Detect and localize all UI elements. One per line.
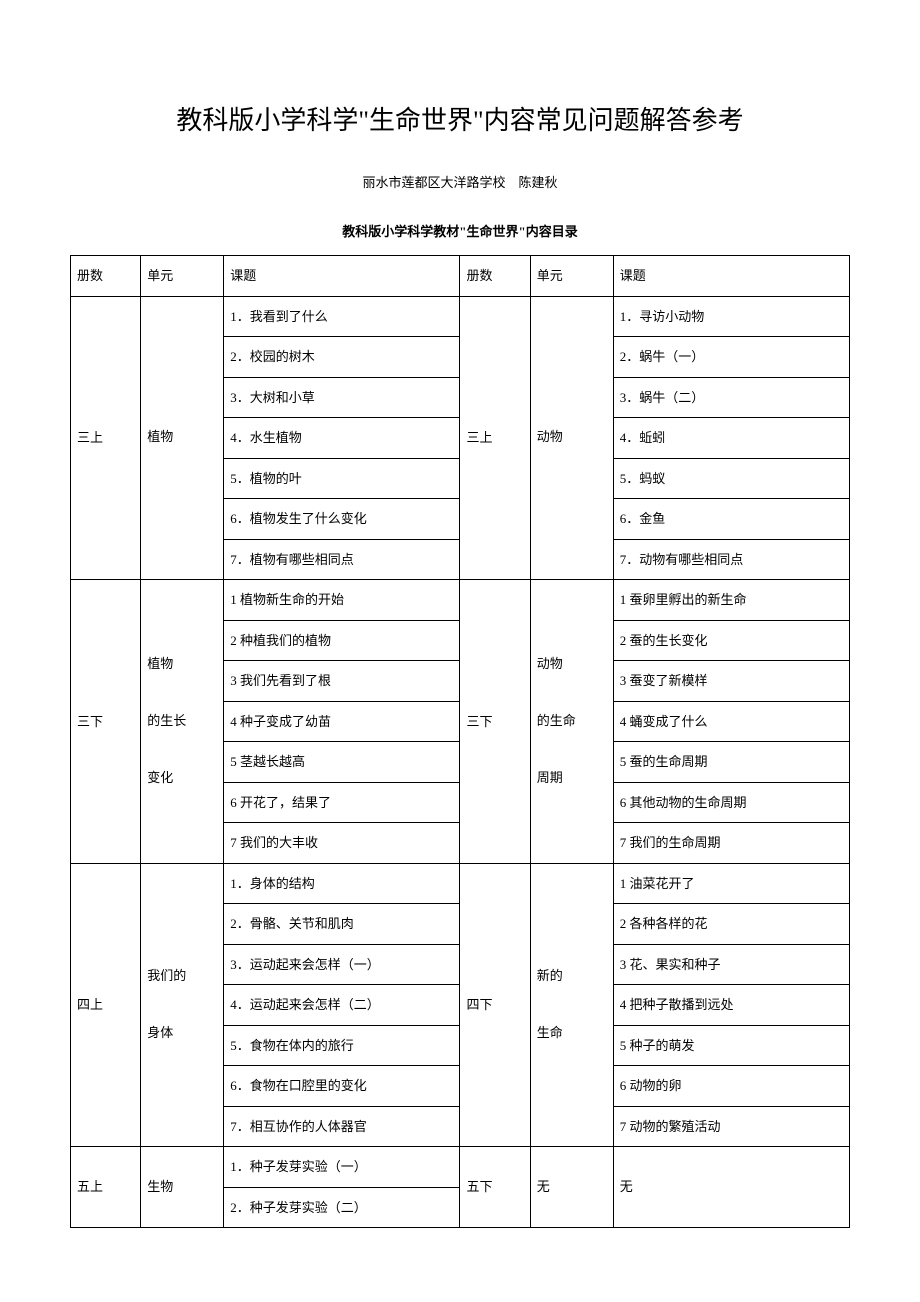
volume-cell: 五上 bbox=[71, 1147, 141, 1228]
lesson-cell: 2．校园的树木 bbox=[224, 337, 460, 378]
lesson-cell: 3 蚕变了新模样 bbox=[613, 661, 849, 702]
volume-cell: 三上 bbox=[460, 296, 530, 580]
lesson-cell: 1．我看到了什么 bbox=[224, 296, 460, 337]
volume-cell: 四上 bbox=[71, 863, 141, 1147]
lesson-cell: 6．金鱼 bbox=[613, 499, 849, 540]
lesson-cell: 4 把种子散播到远处 bbox=[613, 985, 849, 1026]
lesson-cell: 7 我们的生命周期 bbox=[613, 823, 849, 864]
content-table: 册数 单元 课题 册数 单元 课题 三上植物1．我看到了什么三上动物1．寻访小动… bbox=[70, 255, 850, 1228]
header-cell: 册数 bbox=[460, 256, 530, 297]
lesson-cell: 7 动物的繁殖活动 bbox=[613, 1106, 849, 1147]
header-cell: 课题 bbox=[613, 256, 849, 297]
lesson-cell: 4．蚯蚓 bbox=[613, 418, 849, 459]
lesson-cell: 2．种子发芽实验（二） bbox=[224, 1187, 460, 1228]
unit-cell: 新的 生命 bbox=[530, 863, 613, 1147]
lesson-cell: 3．大树和小草 bbox=[224, 377, 460, 418]
volume-cell: 三下 bbox=[460, 580, 530, 864]
lesson-cell: 6 开花了，结果了 bbox=[224, 782, 460, 823]
lesson-cell: 2 蚕的生长变化 bbox=[613, 620, 849, 661]
lesson-cell: 6 动物的卵 bbox=[613, 1066, 849, 1107]
unit-cell: 动物 bbox=[530, 296, 613, 580]
volume-cell: 四下 bbox=[460, 863, 530, 1147]
lesson-cell: 4 种子变成了幼苗 bbox=[224, 701, 460, 742]
volume-cell: 五下 bbox=[460, 1147, 530, 1228]
lesson-cell: 5．蚂蚁 bbox=[613, 458, 849, 499]
lesson-cell: 7．动物有哪些相同点 bbox=[613, 539, 849, 580]
lesson-cell: 4 蛹变成了什么 bbox=[613, 701, 849, 742]
table-row: 三下植物 的生长 变化1 植物新生命的开始三下动物 的生命 周期1 蚕卵里孵出的… bbox=[71, 580, 850, 621]
table-header-row: 册数 单元 课题 册数 单元 课题 bbox=[71, 256, 850, 297]
lesson-cell: 1 油菜花开了 bbox=[613, 863, 849, 904]
lesson-cell: 2．骨骼、关节和肌肉 bbox=[224, 904, 460, 945]
lesson-cell: 1．种子发芽实验（一） bbox=[224, 1147, 460, 1188]
lesson-cell: 4．运动起来会怎样（二） bbox=[224, 985, 460, 1026]
lesson-cell: 7 我们的大丰收 bbox=[224, 823, 460, 864]
lesson-cell: 4．水生植物 bbox=[224, 418, 460, 459]
header-cell: 单元 bbox=[530, 256, 613, 297]
lesson-cell: 2 种植我们的植物 bbox=[224, 620, 460, 661]
page-title: 教科版小学科学"生命世界"内容常见问题解答参考 bbox=[70, 100, 850, 137]
lesson-cell: 5 蚕的生命周期 bbox=[613, 742, 849, 783]
lesson-cell: 1 植物新生命的开始 bbox=[224, 580, 460, 621]
lesson-cell: 5 种子的萌发 bbox=[613, 1025, 849, 1066]
lesson-cell: 2．蜗牛（一） bbox=[613, 337, 849, 378]
header-cell: 课题 bbox=[224, 256, 460, 297]
lesson-cell: 5．植物的叶 bbox=[224, 458, 460, 499]
sub-title: 教科版小学科学教材"生命世界"内容目录 bbox=[70, 221, 850, 240]
unit-cell: 我们的 身体 bbox=[141, 863, 224, 1147]
lesson-cell: 无 bbox=[613, 1147, 849, 1228]
volume-cell: 三上 bbox=[71, 296, 141, 580]
header-cell: 册数 bbox=[71, 256, 141, 297]
author-line: 丽水市莲都区大洋路学校 陈建秋 bbox=[70, 172, 850, 191]
unit-cell: 动物 的生命 周期 bbox=[530, 580, 613, 864]
lesson-cell: 5．食物在体内的旅行 bbox=[224, 1025, 460, 1066]
lesson-cell: 6．植物发生了什么变化 bbox=[224, 499, 460, 540]
lesson-cell: 6 其他动物的生命周期 bbox=[613, 782, 849, 823]
lesson-cell: 5 茎越长越高 bbox=[224, 742, 460, 783]
volume-cell: 三下 bbox=[71, 580, 141, 864]
lesson-cell: 7．相互协作的人体器官 bbox=[224, 1106, 460, 1147]
table-row: 三上植物1．我看到了什么三上动物1．寻访小动物 bbox=[71, 296, 850, 337]
lesson-cell: 6．食物在口腔里的变化 bbox=[224, 1066, 460, 1107]
table-row: 五上生物1．种子发芽实验（一）五下无无 bbox=[71, 1147, 850, 1188]
lesson-cell: 1 蚕卵里孵出的新生命 bbox=[613, 580, 849, 621]
lesson-cell: 3．运动起来会怎样（一） bbox=[224, 944, 460, 985]
unit-cell: 植物 bbox=[141, 296, 224, 580]
lesson-cell: 3 我们先看到了根 bbox=[224, 661, 460, 702]
lesson-cell: 3 花、果实和种子 bbox=[613, 944, 849, 985]
table-row: 四上我们的 身体1．身体的结构四下新的 生命1 油菜花开了 bbox=[71, 863, 850, 904]
lesson-cell: 3．蜗牛（二） bbox=[613, 377, 849, 418]
lesson-cell: 1．寻访小动物 bbox=[613, 296, 849, 337]
unit-cell: 生物 bbox=[141, 1147, 224, 1228]
lesson-cell: 7．植物有哪些相同点 bbox=[224, 539, 460, 580]
lesson-cell: 2 各种各样的花 bbox=[613, 904, 849, 945]
header-cell: 单元 bbox=[141, 256, 224, 297]
unit-cell: 植物 的生长 变化 bbox=[141, 580, 224, 864]
lesson-cell: 1．身体的结构 bbox=[224, 863, 460, 904]
unit-cell: 无 bbox=[530, 1147, 613, 1228]
